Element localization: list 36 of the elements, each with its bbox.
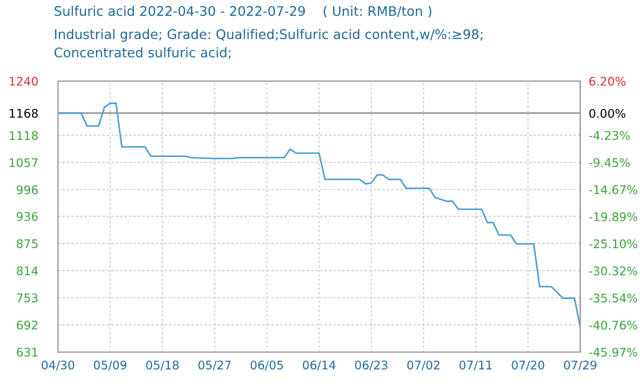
- y-tick-label: 1057: [10, 158, 38, 168]
- chart-title: Sulfuric acid 2022-04-30 - 2022-07-29 ( Unit: RMB/ton ): [54, 6, 432, 18]
- x-tick-label: 06/23: [355, 360, 388, 370]
- x-tick-label: 05/27: [198, 360, 231, 370]
- y2-tick-label: -25.10%: [589, 239, 638, 248]
- y-tick-label: 1118: [10, 131, 38, 140]
- x-tick-label: 07/20: [512, 360, 544, 370]
- x-tick-label: 07/02: [407, 360, 440, 370]
- y-tick-label: 692: [16, 320, 38, 330]
- x-tick-label: 07/29: [564, 360, 596, 370]
- y2-tick-label: -35.54%: [589, 294, 638, 303]
- chart-subtitle: Industrial grade; Grade: Qualified;Sulfuric acid content,w/%:≥98; Concentrated sulfuric acid;: [54, 28, 482, 59]
- x-tick-label: 07/11: [460, 360, 492, 370]
- y2-tick-label: -4.23%: [589, 130, 630, 140]
- x-tick-label: 04/30: [42, 360, 74, 370]
- x-tick-label: 06/05: [250, 360, 283, 370]
- y-tick-label: 1168: [10, 108, 38, 118]
- y2-tick-label: -19.89%: [589, 212, 638, 222]
- y-tick-label: 753: [16, 293, 38, 302]
- x-tick-label: 06/14: [302, 360, 336, 370]
- y-tick-label: 1240: [10, 76, 38, 86]
- y-tick-label: 631: [16, 348, 38, 357]
- y2-tick-label: -14.67%: [589, 185, 638, 194]
- y-tick-label: 936: [16, 212, 38, 221]
- line-series: [58, 102, 580, 328]
- y2-tick-label: -45.97%: [589, 348, 638, 357]
- y2-tick-label: 6.20%: [589, 76, 626, 86]
- y2-tick-label: -30.32%: [589, 266, 638, 276]
- y-tick-label: 814: [16, 266, 38, 276]
- y2-tick-label: 0.00%: [589, 108, 626, 118]
- y-tick-label: 996: [16, 185, 38, 194]
- x-tick-label: 05/18: [146, 360, 179, 370]
- x-tick-label: 05/09: [94, 360, 126, 370]
- y2-tick-label: -40.76%: [589, 320, 638, 330]
- y-tick-label: 875: [16, 239, 38, 248]
- y2-tick-label: -9.45%: [589, 158, 630, 167]
